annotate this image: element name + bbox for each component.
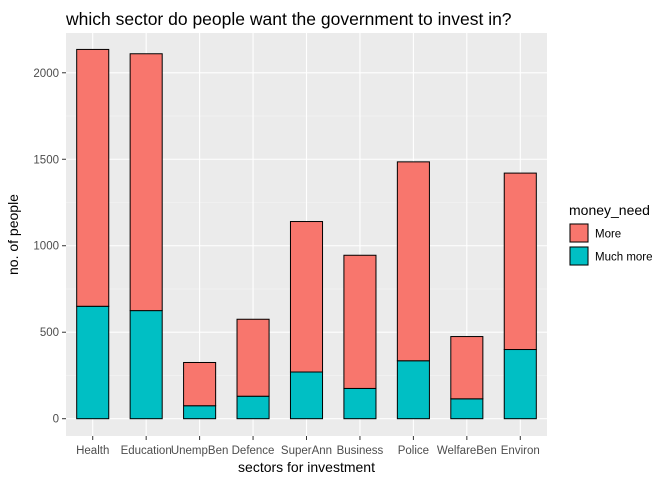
y-tick-label: 2000 <box>33 68 59 80</box>
bar-Police-much-more <box>396 360 430 420</box>
x-tick-label: Environ <box>501 445 540 457</box>
legend-label: Much more <box>595 252 653 264</box>
x-tick-label: UnempBen <box>171 445 229 457</box>
legend-swatch-much-more <box>569 246 589 266</box>
bar-SuperAnn-much-more <box>289 371 324 420</box>
y-axis: 0 500 1000 1500 2000 <box>33 68 66 426</box>
legend-items: More Much more <box>569 223 653 266</box>
bar-SuperAnn-more <box>289 221 324 373</box>
bar-UnempBen-more <box>183 361 217 407</box>
y-tick-label: 1000 <box>33 241 59 253</box>
bar-Defence-much-more <box>236 395 270 420</box>
x-tick-label: SuperAnn <box>281 445 332 457</box>
y-axis-title: no. of people <box>5 194 21 275</box>
x-axis-title: sectors for investment <box>238 459 375 475</box>
x-tick-label: Health <box>76 445 109 457</box>
legend-title: money_need <box>569 202 650 218</box>
bar-Environ-much-more <box>503 349 537 420</box>
x-axis: Health Education UnempBen Defence SuperAnn Bu… <box>76 436 540 457</box>
bar-Education-more <box>129 53 163 312</box>
y-tick-label: 1500 <box>33 154 59 166</box>
bar-Education-much-more <box>129 310 163 420</box>
y-tick-label: 500 <box>40 327 59 339</box>
bar-Health-much-more <box>76 305 110 420</box>
x-tick-label: Business <box>337 445 384 457</box>
legend: money_need More Much more <box>569 202 653 266</box>
bar-Business-more <box>343 254 377 389</box>
x-tick-label: Police <box>398 445 429 457</box>
bar-Health-more <box>76 48 110 307</box>
bar-Business-much-more <box>343 387 377 420</box>
bars <box>76 48 537 420</box>
bar-Environ-more <box>503 172 537 351</box>
x-tick-label: Education <box>121 445 172 457</box>
y-tick-label: 0 <box>53 414 59 426</box>
chart-title: which sector do people want the governme… <box>65 9 512 29</box>
x-tick-label: Defence <box>232 445 275 457</box>
bar-WelfareBen-more <box>450 336 484 400</box>
legend-swatch-more <box>569 223 589 243</box>
bar-UnempBen-much-more <box>183 405 217 420</box>
bar-Defence-more <box>236 318 270 397</box>
legend-label: More <box>595 229 621 241</box>
x-tick-label: WelfareBen <box>437 445 497 457</box>
bar-Police-more <box>396 161 430 362</box>
bar-WelfareBen-much-more <box>450 398 484 420</box>
